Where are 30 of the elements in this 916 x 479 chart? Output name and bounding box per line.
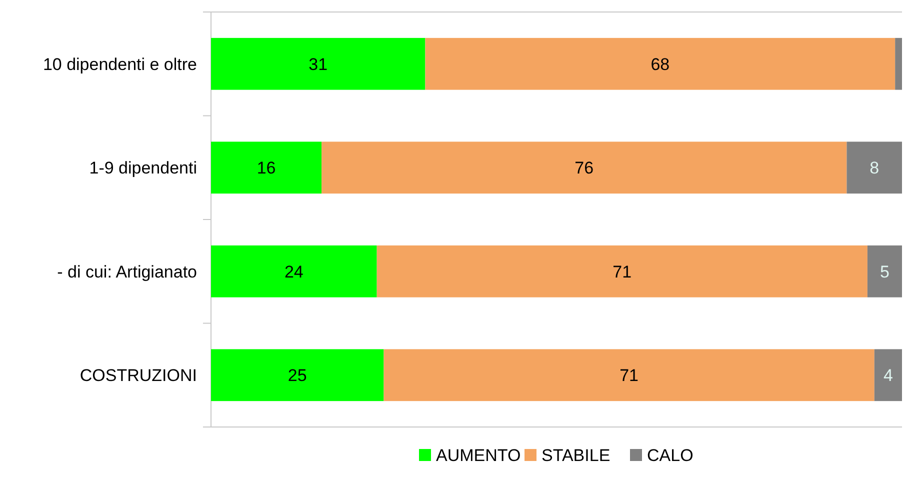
- data-label: 24: [284, 262, 304, 282]
- bar: [211, 349, 384, 402]
- y-tick-label: 1-9 dipendenti: [89, 158, 197, 178]
- legend-label: STABILE: [542, 446, 610, 465]
- data-label: 71: [612, 262, 632, 282]
- bar: [384, 349, 874, 402]
- bar: [211, 38, 426, 90]
- data-label: 5: [880, 262, 890, 282]
- data-label: 71: [620, 366, 639, 386]
- data-label: 16: [256, 158, 276, 178]
- data-label: 4: [883, 366, 893, 386]
- data-label: 68: [650, 54, 670, 74]
- bar: [867, 245, 902, 298]
- data-label: 31: [308, 54, 328, 74]
- y-tick-label: COSTRUZIONI: [80, 366, 197, 386]
- legend-label: AUMENTO: [436, 446, 521, 465]
- legend-label: CALO: [647, 446, 694, 465]
- bar: [895, 38, 902, 90]
- bar: [376, 245, 868, 298]
- data-label: 8: [870, 158, 880, 178]
- bar: [846, 142, 902, 194]
- data-label: 25: [288, 366, 307, 386]
- bar: [211, 245, 377, 298]
- bar: [211, 142, 322, 194]
- bar: [425, 38, 896, 90]
- y-tick-label: - di cui: Artigianato: [57, 262, 197, 282]
- bar: [322, 142, 847, 194]
- data-label: 76: [574, 158, 594, 178]
- bar: [874, 349, 902, 402]
- y-tick-label: 10 dipendenti e oltre: [42, 54, 197, 74]
